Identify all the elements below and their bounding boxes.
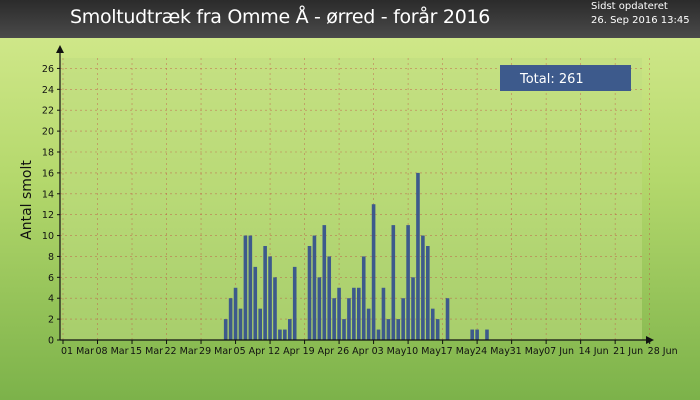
bar-day-67 <box>391 225 396 340</box>
y-tick-label-2: 2 <box>48 315 54 326</box>
bar-day-63 <box>371 204 376 340</box>
x-tick-label-17-May: 17 May <box>441 346 476 357</box>
bar-day-65 <box>381 287 386 340</box>
bar-day-64 <box>376 329 381 340</box>
grid-lines <box>60 58 650 340</box>
bar-day-38 <box>248 235 253 340</box>
plot-area <box>60 58 642 340</box>
bar-day-54 <box>327 256 332 340</box>
x-tick-label-08-Mar: 08 Mar <box>96 346 129 357</box>
bar-day-72 <box>416 172 420 340</box>
bar-day-75 <box>430 308 435 340</box>
bar-day-52 <box>317 277 322 340</box>
bar-day-62 <box>366 308 371 340</box>
y-axis-label: Antal smolt <box>19 160 35 240</box>
x-tick-label-19-Apr: 19 Apr <box>303 346 335 357</box>
bar-day-35 <box>233 287 238 340</box>
x-tick-label-05-Apr: 05 Apr <box>234 346 266 357</box>
total-box <box>500 65 631 91</box>
bar-day-59 <box>352 287 356 340</box>
y-tick-label-22: 22 <box>42 106 54 117</box>
bar-day-42 <box>268 256 272 340</box>
bar-day-83 <box>470 329 474 340</box>
bar-day-60 <box>357 287 361 340</box>
bar-day-86 <box>485 329 489 340</box>
bar-day-68 <box>396 319 401 340</box>
bar-day-57 <box>342 319 346 340</box>
bar-day-78 <box>445 298 450 340</box>
y-tick-label-14: 14 <box>42 189 54 200</box>
bar-day-58 <box>347 298 351 340</box>
updated-label: Sidst opdateret <box>591 1 668 12</box>
bar-day-56 <box>337 287 341 340</box>
x-tick-labels: 01 Mar 08 Mar 15 Mar 22 Mar 29 Mar 05 Apr 12 A… <box>61 340 678 357</box>
bar-day-74 <box>426 246 430 340</box>
y-tick-label-6: 6 <box>48 273 54 284</box>
x-tick-label-03-May: 03 May <box>372 346 407 357</box>
y-tick-label-4: 4 <box>48 294 54 305</box>
bar-day-73 <box>421 235 425 340</box>
x-tick-label-31-May: 31 May <box>510 346 545 357</box>
y-tick-label-20: 20 <box>42 127 54 138</box>
x-tick-label-24-May: 24 May <box>475 346 510 357</box>
bar-day-71 <box>411 277 415 340</box>
total-label: Total: 261 <box>519 72 584 87</box>
bar-day-50 <box>307 246 312 340</box>
y-tick-label-16: 16 <box>42 168 54 179</box>
x-tick-label-28-Jun: 28 Jun <box>648 346 678 357</box>
bar-day-70 <box>406 225 410 340</box>
updated-timestamp: 26. Sep 2016 13:45 <box>591 15 690 26</box>
bar-day-34 <box>228 298 233 340</box>
bar-day-76 <box>435 319 440 340</box>
bar-day-36 <box>238 308 243 340</box>
x-tick-label-14-Jun: 14 Jun <box>579 346 609 357</box>
chart-title: Smoltudtræk fra Omme Å - ørred - forår 2… <box>70 6 491 28</box>
bar-day-69 <box>401 298 405 340</box>
bar-day-41 <box>263 246 267 340</box>
bar-day-43 <box>273 277 277 340</box>
bar-day-45 <box>283 329 287 340</box>
bar-series <box>223 172 489 340</box>
y-tick-label-10: 10 <box>42 231 54 242</box>
x-tick-label-10-May: 10 May <box>406 346 441 357</box>
bar-day-51 <box>312 235 317 340</box>
bar-day-37 <box>243 235 248 340</box>
y-tick-label-18: 18 <box>42 148 54 159</box>
x-tick-label-15-Mar: 15 Mar <box>130 346 163 357</box>
x-tick-label-12-Apr: 12 Apr <box>268 346 300 357</box>
x-tick-label-22-Mar: 22 Mar <box>165 346 198 357</box>
y-tick-label-8: 8 <box>48 252 54 263</box>
y-tick-label-12: 12 <box>42 210 54 221</box>
bar-day-39 <box>253 266 258 340</box>
bar-day-47 <box>292 266 297 340</box>
bar-day-66 <box>386 319 391 340</box>
bar-day-46 <box>287 319 292 340</box>
x-tick-label-07-Jun: 07 Jun <box>544 346 574 357</box>
x-tick-label-29-Mar: 29 Mar <box>199 346 232 357</box>
y-tick-label-0: 0 <box>48 336 54 347</box>
x-tick-label-21-Jun: 21 Jun <box>613 346 643 357</box>
bar-day-40 <box>258 308 262 340</box>
bar-day-55 <box>332 298 336 340</box>
title-bar: Smoltudtræk fra Omme Å - ørred - forår 2… <box>0 0 700 38</box>
bar-day-84 <box>475 329 479 340</box>
x-tick-label-01-Mar: 01 Mar <box>61 346 94 357</box>
bar-day-44 <box>278 329 282 340</box>
x-tick-label-26-Apr: 26 Apr <box>337 346 369 357</box>
bar-day-61 <box>361 256 366 340</box>
y-axis-arrow <box>56 45 64 53</box>
bar-day-33 <box>223 319 228 340</box>
y-tick-label-26: 26 <box>42 64 54 75</box>
y-tick-label-24: 24 <box>42 85 54 96</box>
bar-day-53 <box>322 225 327 340</box>
